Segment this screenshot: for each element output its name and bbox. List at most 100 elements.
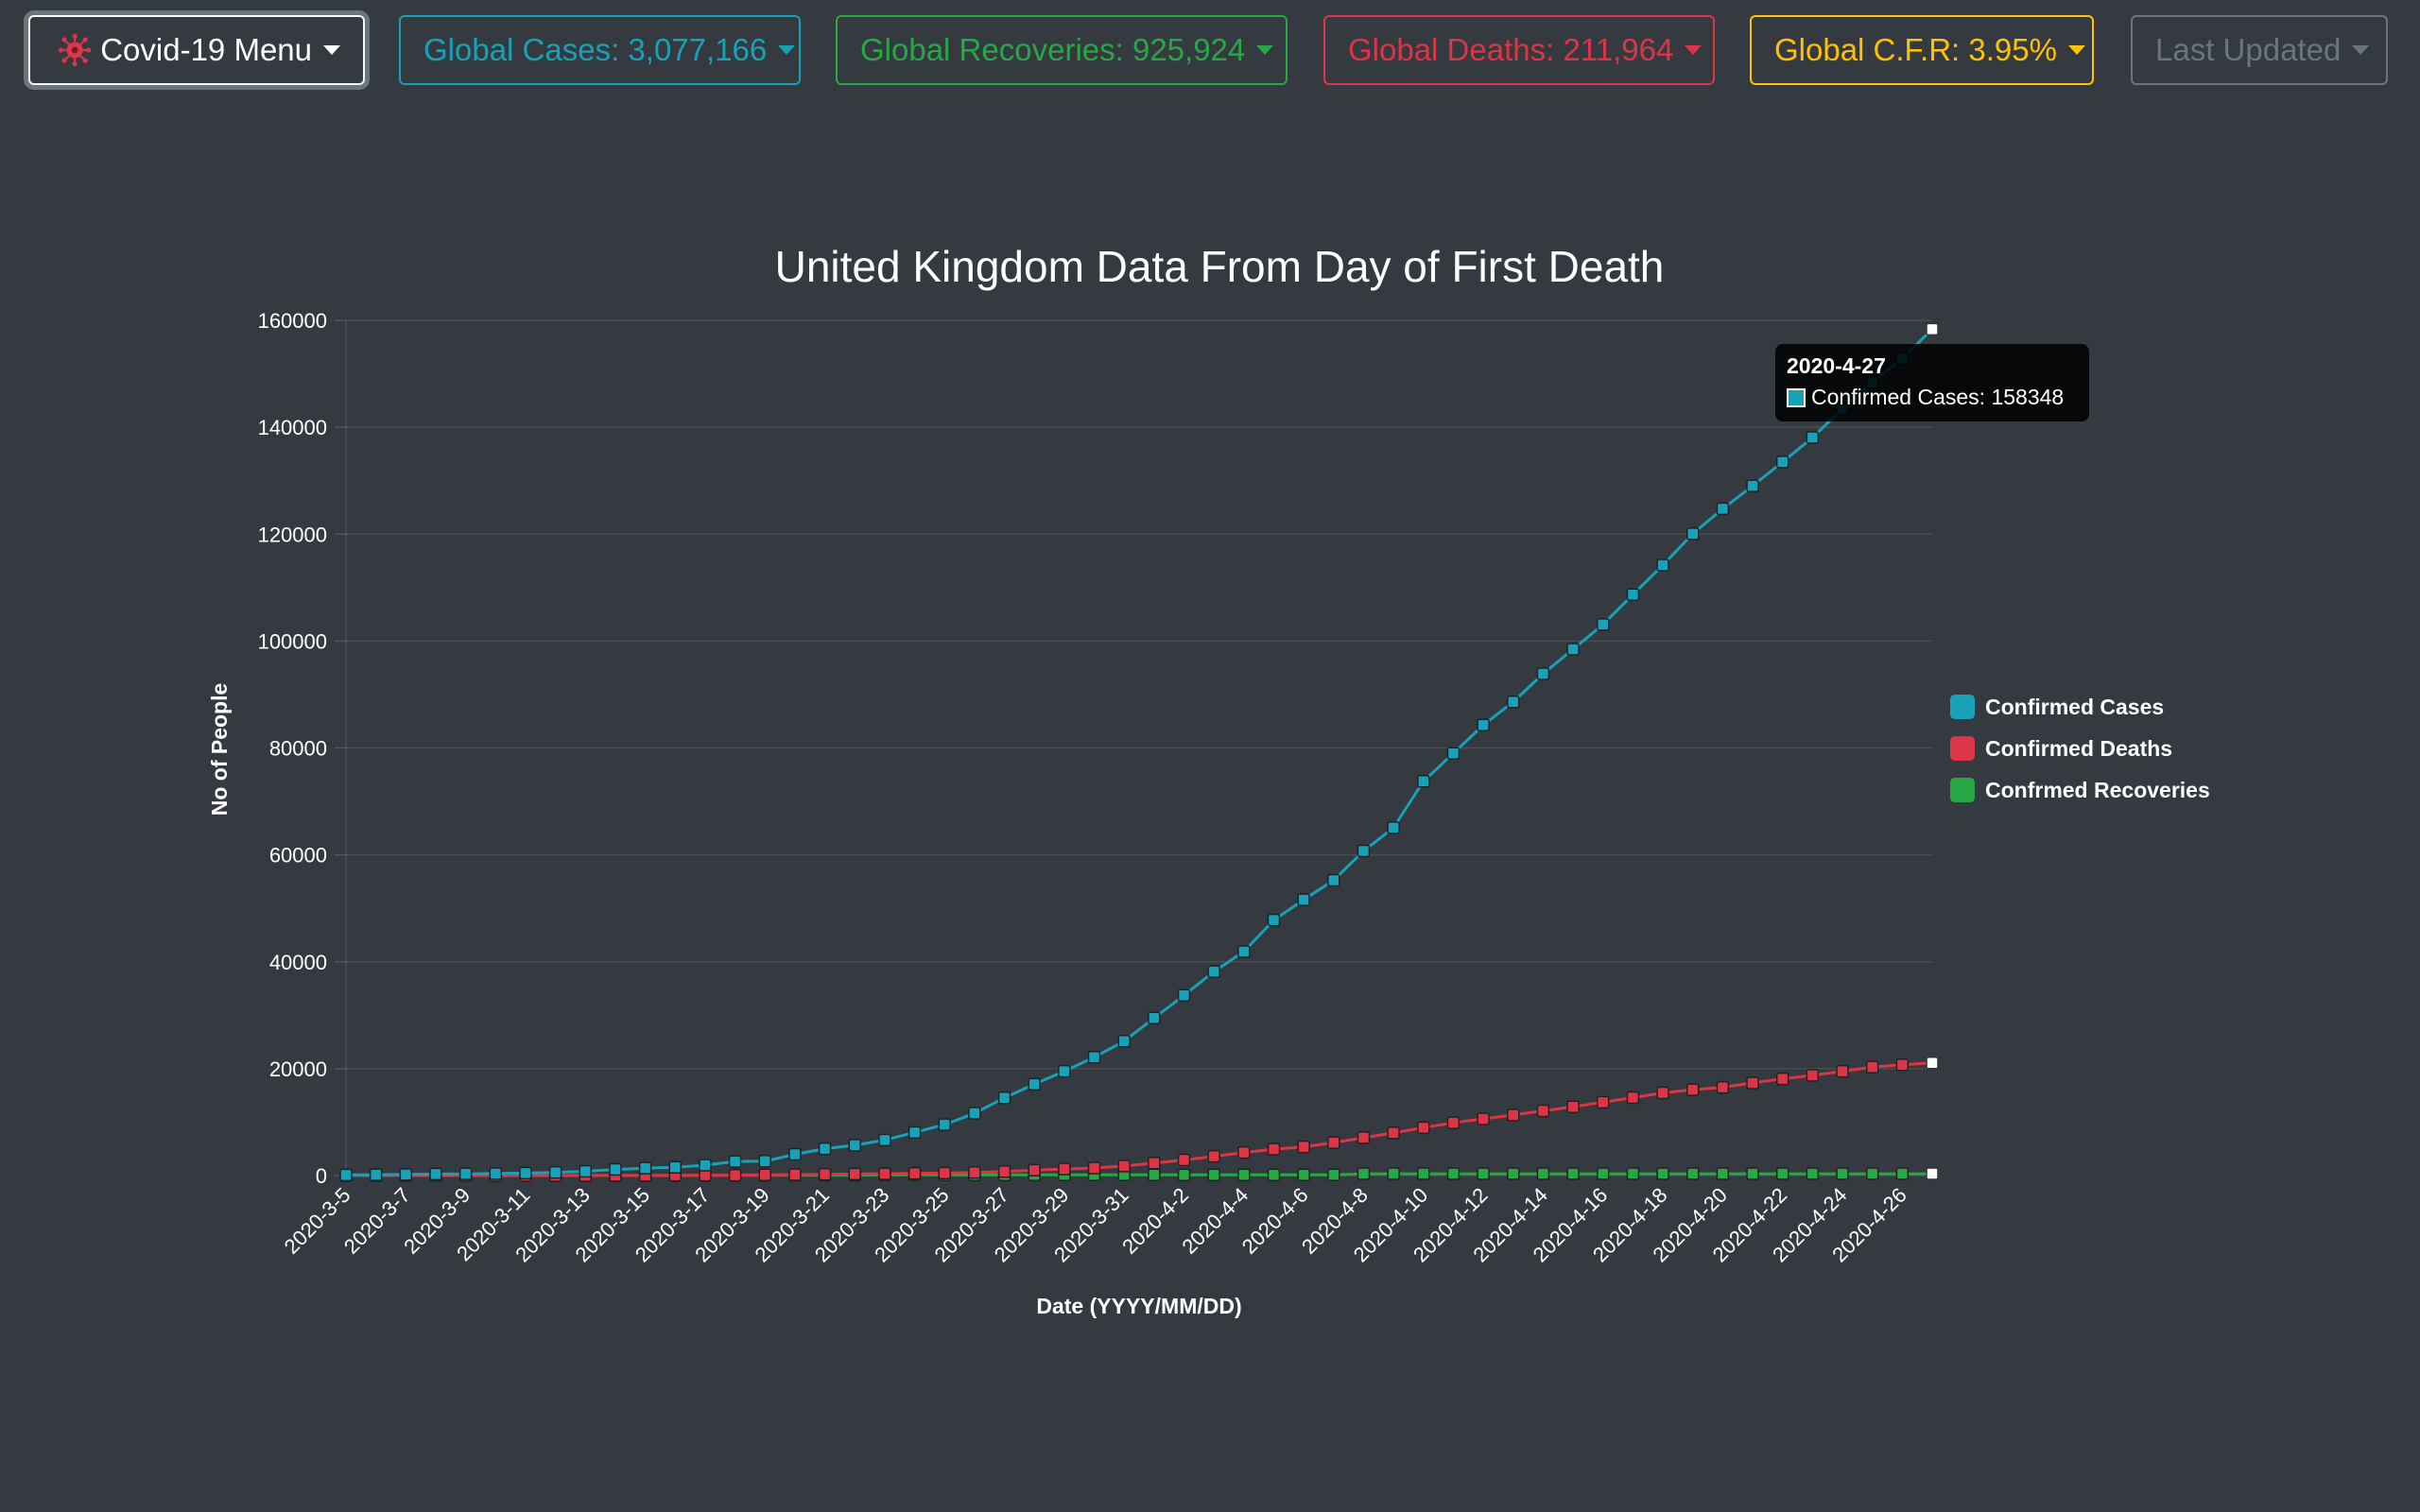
data-point[interactable]: [1536, 1167, 1550, 1180]
data-point[interactable]: [1417, 1121, 1430, 1135]
data-point[interactable]: [638, 1161, 652, 1175]
data-point[interactable]: [1357, 1131, 1371, 1144]
data-point[interactable]: [1267, 1143, 1281, 1156]
data-point[interactable]: [1237, 945, 1251, 958]
data-point[interactable]: [1117, 1160, 1131, 1173]
last-updated-button[interactable]: Last Updated: [2131, 15, 2388, 85]
data-point[interactable]: [997, 1091, 1011, 1105]
data-point[interactable]: [1446, 1167, 1461, 1180]
data-point[interactable]: [1596, 1095, 1610, 1109]
data-point[interactable]: [489, 1167, 503, 1180]
data-point[interactable]: [1775, 1072, 1789, 1086]
data-point[interactable]: [728, 1168, 742, 1182]
data-point[interactable]: [1716, 502, 1730, 516]
legend-label[interactable]: Confrmed Recoveries: [1985, 778, 2210, 802]
data-point[interactable]: [1596, 1167, 1610, 1180]
data-point[interactable]: [1207, 1168, 1220, 1181]
data-point[interactable]: [429, 1167, 442, 1181]
covid-menu-button[interactable]: Covid-19 Menu: [28, 15, 365, 85]
data-point[interactable]: [1417, 775, 1430, 788]
global-deaths-button[interactable]: Global Deaths: 211,964: [1323, 15, 1715, 85]
data-point[interactable]: [997, 1164, 1011, 1178]
data-point[interactable]: [1477, 1167, 1490, 1180]
data-point[interactable]: [1836, 1167, 1849, 1180]
data-point[interactable]: [1387, 1167, 1400, 1180]
data-point[interactable]: [1895, 1167, 1910, 1180]
data-point[interactable]: [1746, 1167, 1759, 1180]
data-point[interactable]: [968, 1165, 981, 1179]
data-point[interactable]: [758, 1168, 771, 1181]
data-point[interactable]: [848, 1139, 861, 1152]
data-point[interactable]: [1058, 1162, 1071, 1176]
data-point[interactable]: [1477, 1112, 1490, 1125]
data-point[interactable]: [1387, 1126, 1400, 1140]
data-point[interactable]: [1716, 1167, 1730, 1180]
data-point[interactable]: [1028, 1163, 1041, 1177]
data-point[interactable]: [399, 1168, 413, 1181]
data-point[interactable]: [1297, 893, 1310, 906]
data-point[interactable]: [339, 1168, 353, 1182]
data-point[interactable]: [1117, 1034, 1131, 1048]
data-point[interactable]: [1685, 527, 1700, 541]
data-point[interactable]: [908, 1166, 922, 1180]
legend-swatch[interactable]: [1950, 695, 1975, 719]
data-point[interactable]: [1267, 1168, 1281, 1181]
data-point[interactable]: [1297, 1168, 1310, 1181]
data-point[interactable]: [1836, 1064, 1849, 1078]
data-point[interactable]: [1566, 1167, 1580, 1180]
data-point[interactable]: [1806, 1069, 1820, 1082]
data-point[interactable]: [1865, 1167, 1879, 1180]
data-point[interactable]: [908, 1125, 922, 1140]
data-point[interactable]: [1507, 1167, 1520, 1180]
data-point[interactable]: [1596, 618, 1610, 631]
data-point[interactable]: [1926, 1056, 1939, 1070]
data-point[interactable]: [609, 1162, 622, 1177]
data-point[interactable]: [1327, 873, 1340, 887]
data-point[interactable]: [728, 1155, 742, 1168]
data-point[interactable]: [1626, 1167, 1640, 1180]
data-point[interactable]: [1656, 558, 1669, 572]
data-point[interactable]: [1087, 1161, 1101, 1175]
data-point[interactable]: [1387, 821, 1400, 834]
data-point[interactable]: [1775, 455, 1789, 469]
data-point[interactable]: [818, 1167, 832, 1181]
data-point[interactable]: [1446, 747, 1461, 760]
global-cases-button[interactable]: Global Cases: 3,077,166: [399, 15, 801, 85]
data-point[interactable]: [1566, 643, 1580, 656]
data-point[interactable]: [1477, 718, 1490, 732]
data-point[interactable]: [1926, 322, 1939, 336]
data-point[interactable]: [938, 1166, 951, 1180]
data-point[interactable]: [1177, 988, 1191, 1003]
data-point[interactable]: [1626, 1091, 1640, 1105]
data-point[interactable]: [579, 1164, 593, 1178]
data-point[interactable]: [458, 1167, 473, 1180]
data-point[interactable]: [788, 1147, 802, 1161]
data-point[interactable]: [1297, 1140, 1310, 1154]
data-point[interactable]: [1058, 1064, 1071, 1078]
data-point[interactable]: [519, 1166, 532, 1180]
data-point[interactable]: [1656, 1086, 1669, 1100]
data-point[interactable]: [1357, 844, 1371, 858]
data-point[interactable]: [1327, 1136, 1340, 1149]
data-point[interactable]: [1507, 1108, 1520, 1122]
data-point[interactable]: [1148, 1011, 1161, 1025]
data-point[interactable]: [878, 1133, 891, 1147]
data-point[interactable]: [1746, 1076, 1759, 1090]
legend-label[interactable]: Confirmed Deaths: [1985, 736, 2172, 761]
data-point[interactable]: [1566, 1100, 1580, 1113]
global-cfr-button[interactable]: Global C.F.R: 3.95%: [1750, 15, 2094, 85]
data-point[interactable]: [369, 1168, 383, 1181]
data-point[interactable]: [548, 1165, 562, 1179]
data-point[interactable]: [1626, 588, 1640, 601]
data-point[interactable]: [938, 1118, 951, 1131]
data-point[interactable]: [1536, 667, 1550, 680]
data-point[interactable]: [1327, 1168, 1340, 1181]
data-point[interactable]: [1507, 695, 1520, 709]
data-point[interactable]: [1237, 1145, 1251, 1160]
data-point[interactable]: [1148, 1156, 1161, 1170]
data-point[interactable]: [1775, 1167, 1789, 1180]
data-point[interactable]: [1806, 1167, 1820, 1180]
data-point[interactable]: [1895, 1057, 1910, 1072]
data-point[interactable]: [1656, 1167, 1669, 1180]
data-point[interactable]: [788, 1168, 802, 1181]
